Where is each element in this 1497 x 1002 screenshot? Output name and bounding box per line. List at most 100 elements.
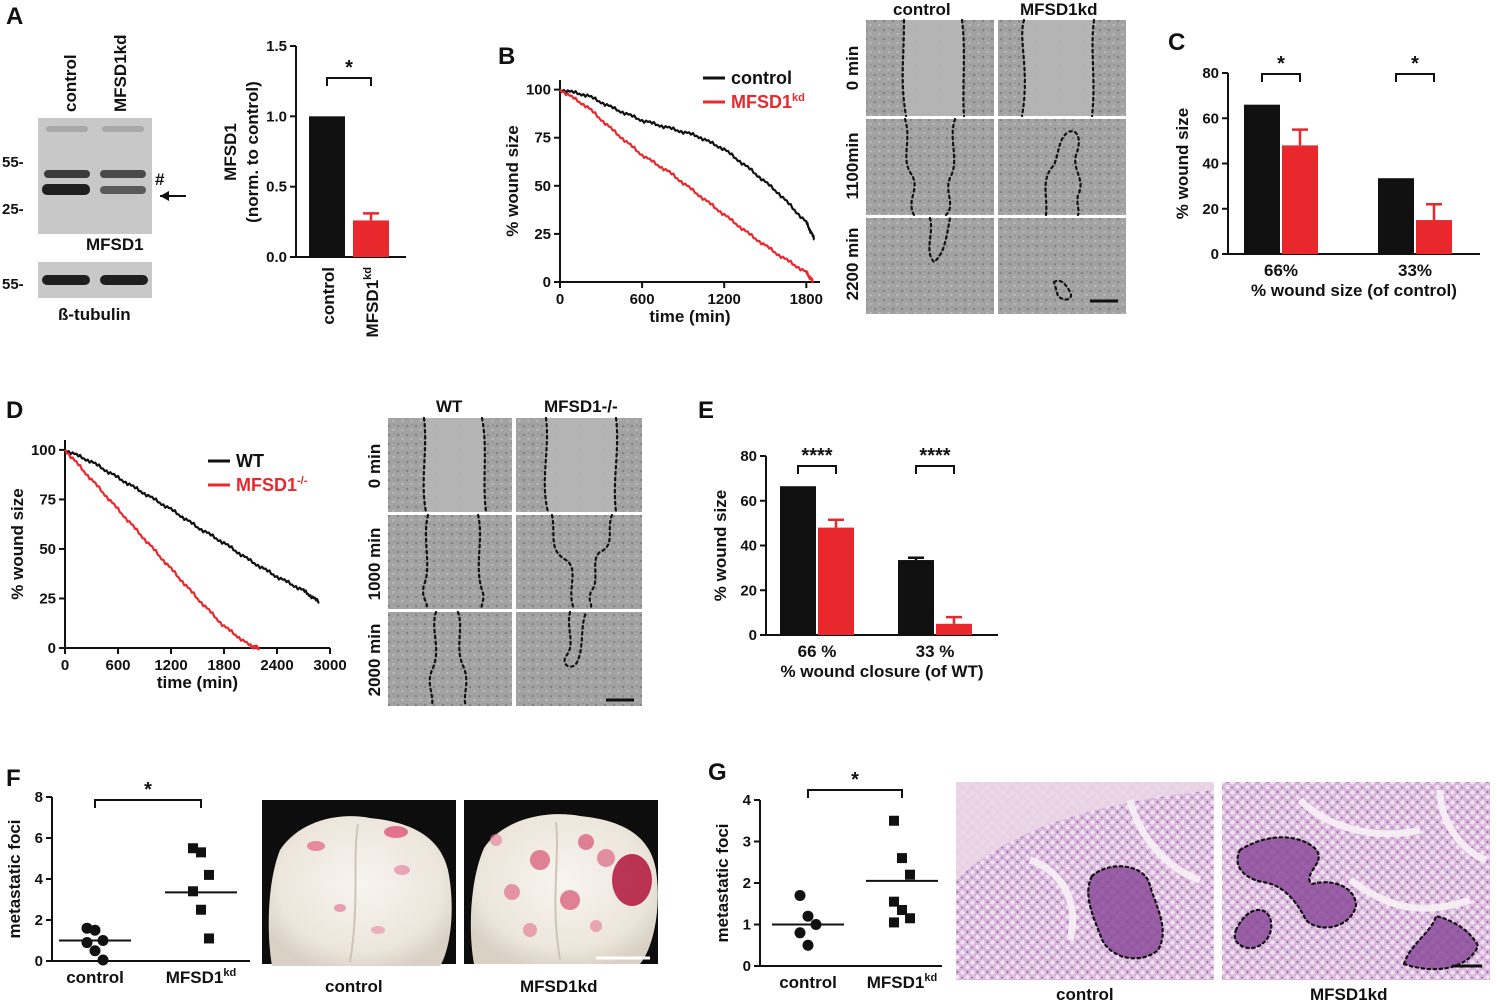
column-label-ko: MFSD1-/- [544,397,618,416]
chart-d-y-tick-label: 75 [39,491,56,508]
chart-a-significance-label: * [345,57,353,79]
metastasis [371,926,385,934]
bar-0 [309,116,345,257]
lane-label-knockdown: MFSD1kd [111,35,130,112]
data-point-knockdown [196,847,206,858]
chart-d-x-tick-label: 3000 [313,657,346,674]
chart-f-y-tick-label: 0 [35,953,43,970]
chart-e-significance-bracket [915,465,955,474]
chart-c-bars: 0 20 40 60 80 66% * 33% * % wound size (of contro… [1173,53,1480,300]
chart-c-significance-label: * [1277,53,1285,75]
chart-e-y-tick-label: 60 [740,493,757,510]
chart-e-y-tick-label: 20 [740,582,757,599]
wound-edge [960,18,966,118]
chart-b-lines: 0 25 50 75 100 0 600 1200 1800 time (min) % wound … [503,68,823,326]
chart-a-significance-bracket [326,77,372,86]
chart-c-y-tick-label: 20 [1202,201,1219,218]
wound-edge [456,610,468,708]
chart-d-lines: 0 25 50 75 100 0 600 1200 1800 2400 3000 time (min)… [8,440,347,692]
chart-b-y-tick-label: 50 [534,178,551,195]
data-point-control [89,945,101,957]
data-point-knockdown [188,886,198,897]
chart-d-y-tick-label: 100 [31,442,56,459]
wound-gap [1022,20,1094,116]
marker-label: 55- [2,276,24,293]
data-point-control [802,910,814,922]
metastasis [394,865,410,875]
band-annotation: # [155,170,165,189]
wound-edge [563,610,588,668]
wound-edge [944,117,957,217]
chart-b-y-label: % wound size [503,125,522,236]
chart-d-y-tick-label: 0 [48,640,56,657]
chart-c-x-tick-label: 33% [1398,261,1432,280]
marker-label: 55- [2,154,24,171]
x-tick-label-1: MFSD1kd [362,267,382,337]
wound-edge [476,513,485,611]
chart-a-bars: 0.0 0.5 1.0 1.5 control MFSD1kd MFSD1 (norm. to… [221,38,406,337]
metastasis [597,849,615,867]
chart-d-y-tick-label: 25 [39,590,56,607]
chart-e-x-tick-label: 33 % [916,642,955,661]
wound-edge [1052,279,1072,301]
chart-g-y-tick-label: 0 [743,958,751,975]
wound-edge [901,18,908,118]
chart-g-scatter: 0 1 2 3 4 control MFSD1kd metastatic foci * [713,769,942,992]
row-label: 2000 min [365,624,384,697]
panel-label-g: G [708,759,727,786]
wound-edge [1090,18,1096,118]
chart-c-y-label: % wound size [1173,108,1192,219]
wound-gap [902,20,964,116]
wound-edge [1044,130,1082,217]
bar-control-1 [1378,178,1414,254]
lung-fissure [554,821,561,961]
panel-label-c: C [1168,29,1185,56]
series-line-WT [64,449,320,604]
chart-a-y-tick-label: 1.5 [266,38,287,55]
data-point-knockdown [905,869,915,880]
chart-d-y-label: % wound size [8,488,27,599]
metastasis [334,904,346,912]
tumor-focus [1404,916,1478,970]
chart-f-significance-label: * [144,779,152,801]
legend-label-0: control [731,68,792,88]
x-tick-label-0: control [779,973,837,992]
bar-control-0 [1244,104,1280,254]
chart-b-x-tick-label: 0 [556,291,564,308]
chart-b-y-tick-label: 75 [534,130,551,147]
pleura [956,782,1214,880]
x-tick-label-1: MFSD1kd [867,972,937,992]
micrograph [388,612,512,706]
micrograph-grid-b: control MFSD1kd 0 min 1100min 2200 min [843,0,1126,314]
western-blot: control MFSD1kd 55- 25- # MFSD1 55- ß-tu… [2,35,186,324]
tumor-focus [1088,866,1163,959]
blot-band [100,186,146,194]
chart-b-y-tick-label: 100 [526,82,551,99]
wound-edge [480,416,488,514]
x-tick-label-0: control [66,968,124,987]
blot-band [100,170,146,178]
column-label-knockdown: MFSD1kd [1020,0,1097,19]
chart-c-y-tick-label: 80 [1202,65,1219,82]
row-label: 1000 min [365,528,384,601]
wound-edge [613,416,619,514]
tumor-focus [1234,909,1272,949]
panel-label-d: D [6,397,23,424]
chart-e-x-tick-label: 66 % [798,642,837,661]
chart-e-significance-label: **** [801,445,832,467]
row-label: 0 min [843,46,862,90]
chart-f-significance-bracket [94,799,202,808]
wound-edge [422,513,430,611]
chart-g-y-tick-label: 3 [743,834,751,851]
x-tick-label-0: control [319,267,338,325]
bar-MFSD1kd-1 [1416,220,1452,254]
chart-c-y-tick-label: 0 [1211,246,1219,263]
data-point-knockdown [889,815,899,826]
chart-g-y-label: metastatic foci [713,823,732,942]
bar-MFSD1kd-0 [1282,145,1318,254]
blot-band [100,275,148,285]
error-bar-MFSD1-/--1 [946,615,962,624]
metastasis [578,834,594,850]
chart-c-significance-label: * [1411,53,1419,75]
micrograph [516,515,642,609]
